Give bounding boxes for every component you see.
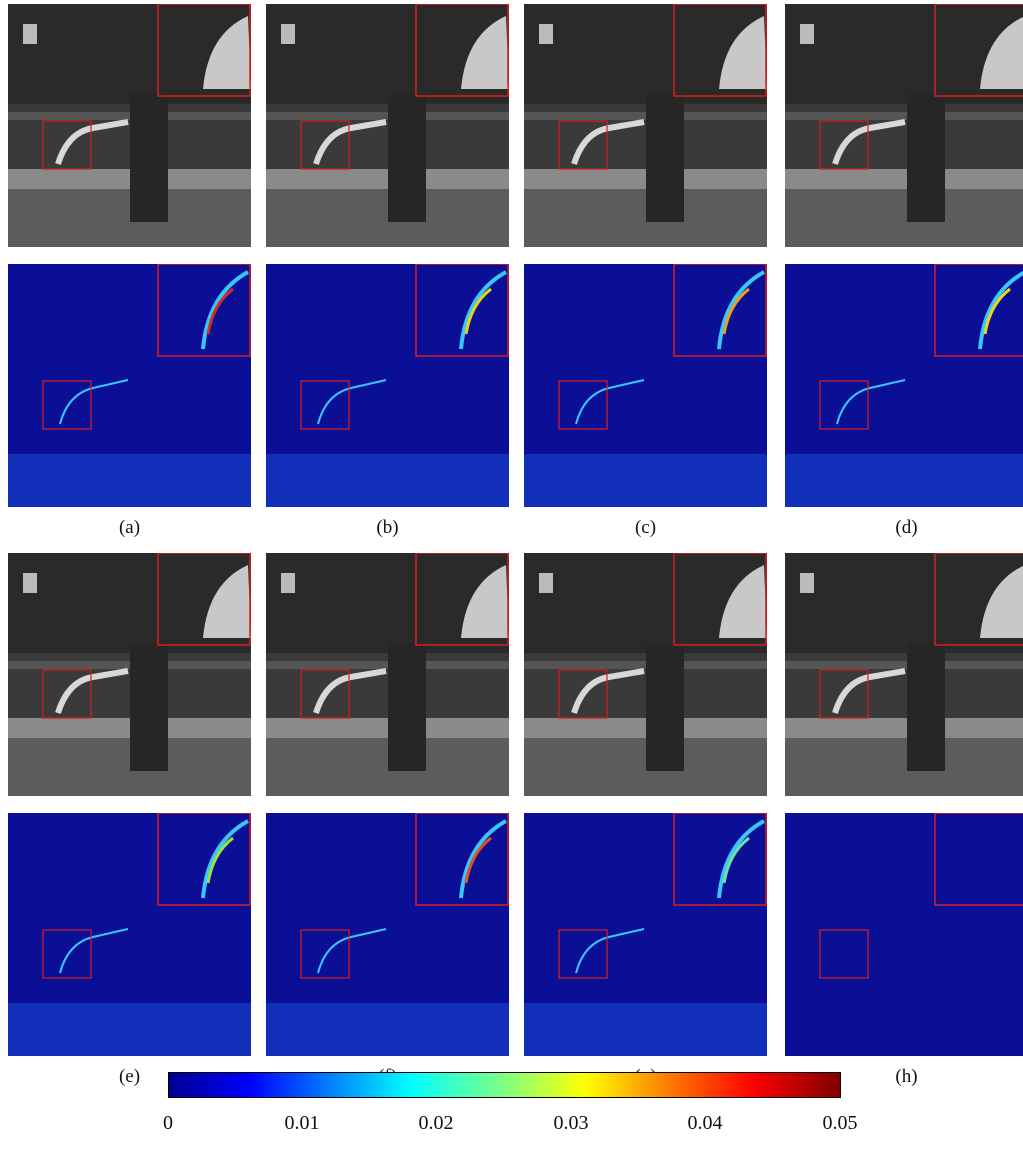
image-e — [8, 553, 251, 796]
image-a — [8, 4, 251, 247]
image-b — [266, 4, 509, 247]
image-c — [524, 4, 767, 247]
caption-a: (a) — [118, 517, 141, 538]
caption-b: (b) — [376, 517, 399, 538]
error-map-e — [8, 813, 251, 1056]
error-map-c — [524, 264, 767, 507]
image-d — [785, 4, 1023, 247]
colorbar — [168, 1072, 841, 1098]
image-h — [785, 553, 1023, 796]
colorbar-tick: 0.04 — [687, 1112, 723, 1134]
image-g — [524, 553, 767, 796]
error-map-g — [524, 813, 767, 1056]
error-map-d — [785, 264, 1023, 507]
error-map-h — [785, 813, 1023, 1056]
error-map-b — [266, 264, 509, 507]
error-map-a — [8, 264, 251, 507]
image-f — [266, 553, 509, 796]
colorbar-tick: 0.03 — [553, 1112, 589, 1134]
caption-d: (d) — [895, 517, 918, 538]
caption-c: (c) — [634, 517, 657, 538]
caption-e: (e) — [118, 1066, 141, 1087]
colorbar-tick: 0.01 — [284, 1112, 320, 1134]
colorbar-tick: 0.02 — [418, 1112, 454, 1134]
error-map-f — [266, 813, 509, 1056]
colorbar-tick: 0.05 — [822, 1112, 858, 1134]
colorbar-tick: 0 — [163, 1112, 173, 1134]
caption-h: (h) — [895, 1066, 918, 1087]
